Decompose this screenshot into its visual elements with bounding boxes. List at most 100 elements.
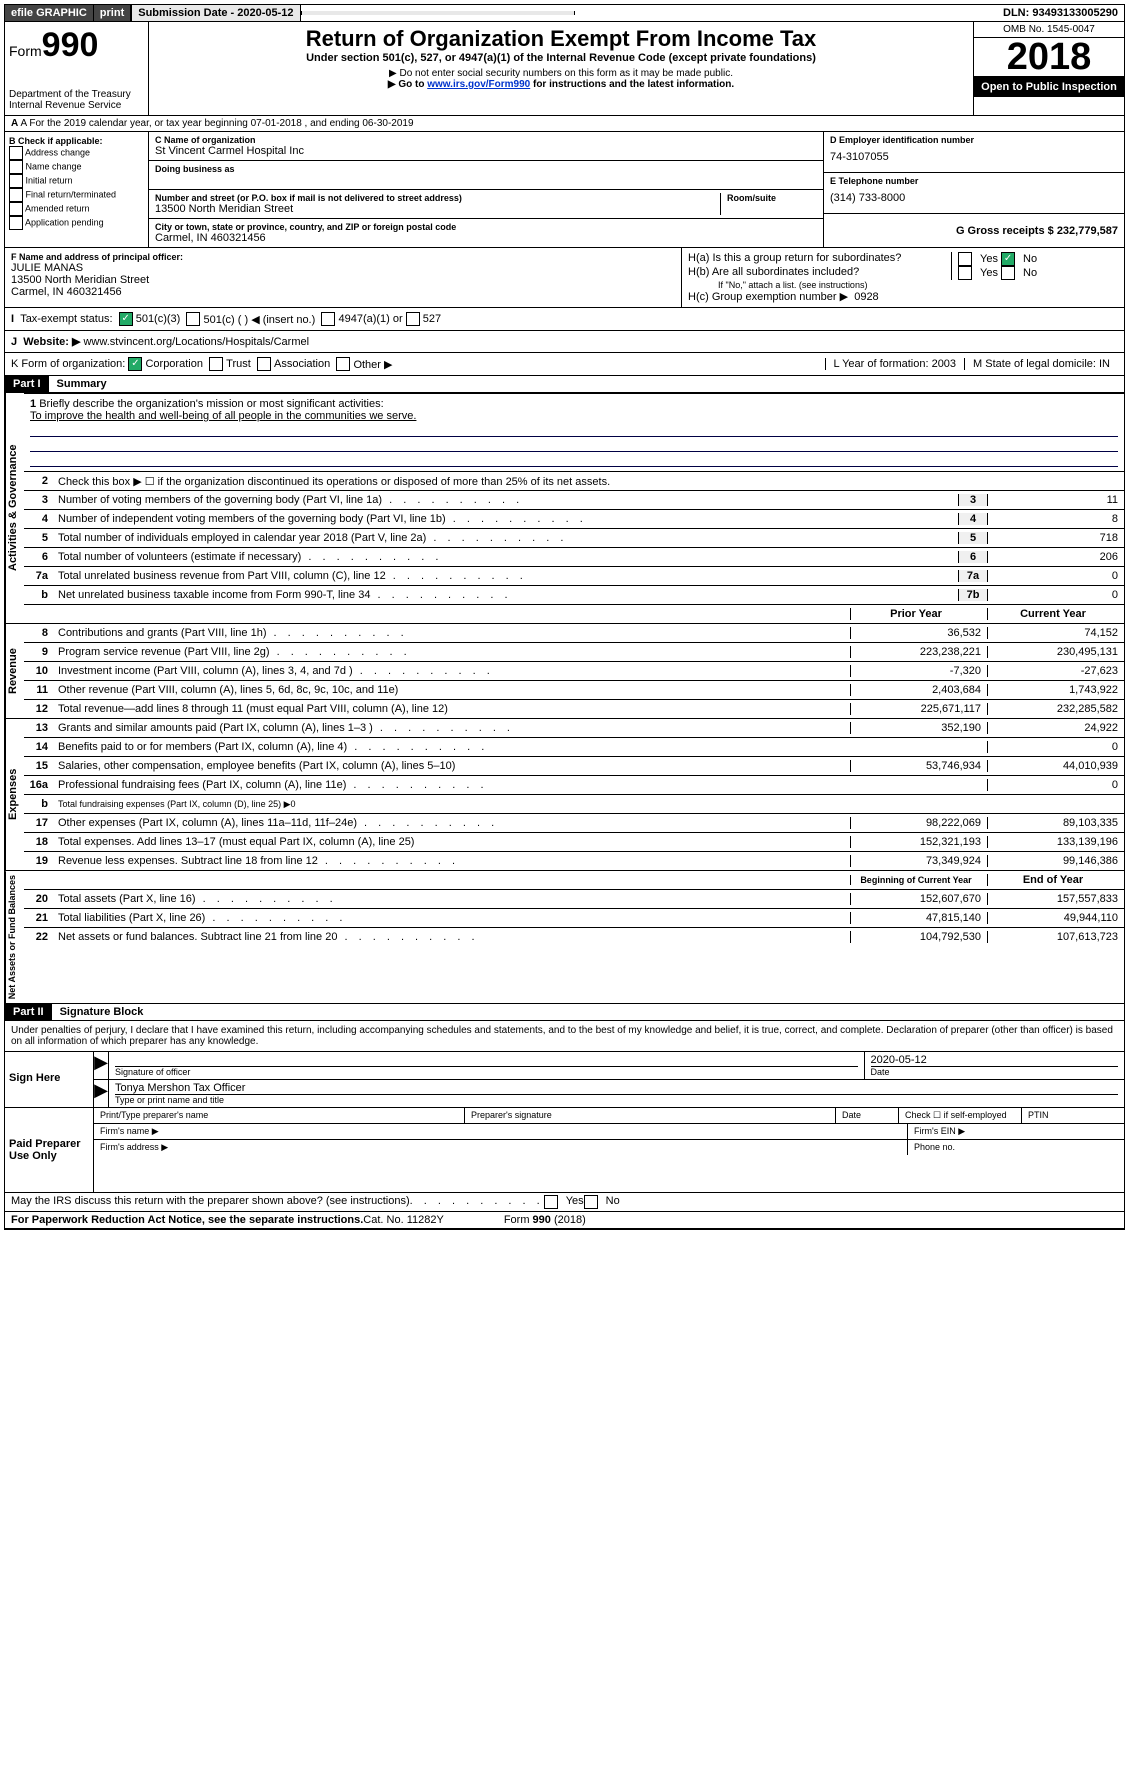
line7a-desc: Total unrelated business revenue from Pa… [54,568,958,584]
line8-desc: Contributions and grants (Part VIII, lin… [54,625,850,641]
box-b-label: B Check if applicable: [9,136,103,146]
hb-label: H(b) Are all subordinates included? [688,266,951,280]
check-501c3[interactable] [119,312,133,326]
line17-prior: 98,222,069 [850,817,987,829]
line20-desc: Total assets (Part X, line 16) [54,891,850,907]
officer-name: JULIE MANAS [11,262,675,274]
line18-prior: 152,321,193 [850,836,987,848]
line18-curr: 133,139,196 [987,836,1124,848]
line8-prior: 36,532 [850,627,987,639]
row-a-text: A For the 2019 calendar year, or tax yea… [20,118,413,129]
line5-val: 718 [987,532,1124,544]
box-b-checkboxes: B Check if applicable: Address change Na… [5,132,149,247]
line19-prior: 73,349,924 [850,855,987,867]
check-other[interactable] [336,357,350,371]
line11-curr: 1,743,922 [987,684,1124,696]
check-corporation[interactable] [128,357,142,371]
arrow-icon: ▶ [94,1080,109,1107]
form-note1: ▶ Do not enter social security numbers o… [153,68,969,79]
row-j-website: J Website: ▶ www.stvincent.org/Locations… [4,331,1125,353]
line17-curr: 89,103,335 [987,817,1124,829]
line11-prior: 2,403,684 [850,684,987,696]
side-expenses: Expenses [5,719,24,870]
line19-curr: 99,146,386 [987,855,1124,867]
irs-discuss-row: May the IRS discuss this return with the… [4,1193,1125,1212]
form-label: Form [9,43,42,59]
line20-curr: 157,557,833 [987,893,1124,905]
end-year-header: End of Year [987,874,1124,886]
efile-button[interactable]: efile GRAPHIC [5,5,94,21]
city-label: City or town, state or province, country… [155,222,817,232]
check-address-change[interactable]: Address change [9,146,144,160]
check-4947[interactable] [321,312,335,326]
box-f: F Name and address of principal officer:… [5,248,681,307]
line4-desc: Number of independent voting members of … [54,511,958,527]
check-501c[interactable] [186,312,200,326]
addr-label: Number and street (or P.O. box if mail i… [155,193,714,203]
prior-year-header: Prior Year [850,608,987,620]
note2-pre: ▶ Go to [388,79,427,90]
discuss-no: No [606,1195,620,1209]
line15-desc: Salaries, other compensation, employee b… [54,758,850,774]
check-final-return[interactable]: Final return/terminated [9,188,144,202]
dba-label: Doing business as [155,164,817,174]
box-c-org: C Name of organization St Vincent Carmel… [149,132,823,247]
line9-desc: Program service revenue (Part VIII, line… [54,644,850,660]
check-527[interactable] [406,312,420,326]
discuss-yes: Yes [566,1195,584,1209]
sign-here-label: Sign Here [5,1052,94,1107]
print-button[interactable]: print [94,5,131,21]
hc-label: H(c) Group exemption number ▶ [688,291,848,303]
check-name-change[interactable]: Name change [9,160,144,174]
submission-date-button[interactable]: Submission Date - 2020-05-12 [131,5,300,21]
dln-label: DLN: 93493133005290 [997,5,1124,21]
part2-header-row: Part II Signature Block [4,1004,1125,1021]
line21-curr: 49,944,110 [987,912,1124,924]
line13-curr: 24,922 [987,722,1124,734]
paid-preparer-label: Paid Preparer Use Only [5,1108,94,1192]
org-name: St Vincent Carmel Hospital Inc [155,145,817,157]
discuss-no-check[interactable] [584,1195,598,1209]
ha-yes[interactable]: Yes [980,253,998,265]
row-a-taxyear: A A For the 2019 calendar year, or tax y… [4,116,1125,132]
check-trust[interactable] [209,357,223,371]
line21-desc: Total liabilities (Part X, line 26) [54,910,850,926]
ha-no[interactable]: No [1023,253,1037,265]
begin-year-header: Beginning of Current Year [850,875,987,885]
box-d-ein: D Employer identification number 74-3107… [823,132,1124,247]
hb-yes[interactable]: Yes [980,267,998,279]
line3-val: 11 [987,494,1124,506]
part2-title: Signature Block [60,1006,144,1018]
line13-prior: 352,190 [850,722,987,734]
hb-note: If "No," attach a list. (see instruction… [688,280,1118,290]
expenses-section: Expenses 13Grants and similar amounts pa… [4,719,1125,871]
paperwork-label: For Paperwork Reduction Act Notice, see … [11,1214,363,1226]
line15-prior: 53,746,934 [850,760,987,772]
phone-label: E Telephone number [830,176,1118,186]
revenue-section: Revenue 8Contributions and grants (Part … [4,624,1125,719]
line12-prior: 225,671,117 [850,703,987,715]
line11-desc: Other revenue (Part VIII, column (A), li… [54,682,850,698]
discuss-yes-check[interactable] [544,1195,558,1209]
check-initial-return[interactable]: Initial return [9,174,144,188]
paperwork-row: For Paperwork Reduction Act Notice, see … [4,1212,1125,1230]
hb-no[interactable]: No [1023,267,1037,279]
form-990-number: 990 [42,26,99,64]
check-amended-return[interactable]: Amended return [9,202,144,216]
side-net-assets: Net Assets or Fund Balances [5,871,24,1003]
officer-name-title: Tonya Mershon Tax Officer [115,1082,1118,1094]
line9-prior: 223,238,221 [850,646,987,658]
ein-label: D Employer identification number [830,135,1118,145]
instructions-link[interactable]: www.irs.gov/Form990 [427,79,530,90]
irs-discuss-label: May the IRS discuss this return with the… [11,1195,410,1209]
hc-value: 0928 [854,291,878,303]
line19-desc: Revenue less expenses. Subtract line 18 … [54,853,850,869]
check-association[interactable] [257,357,271,371]
check-application-pending[interactable]: Application pending [9,216,144,230]
line7a-val: 0 [987,570,1124,582]
cat-number: Cat. No. 11282Y [363,1214,444,1226]
sig-date: 2020-05-12 [871,1054,1119,1066]
paid-preparer-block: Paid Preparer Use Only Print/Type prepar… [4,1108,1125,1193]
state-domicile: M State of legal domicile: IN [964,358,1118,370]
ein-value: 74-3107055 [830,145,1118,169]
